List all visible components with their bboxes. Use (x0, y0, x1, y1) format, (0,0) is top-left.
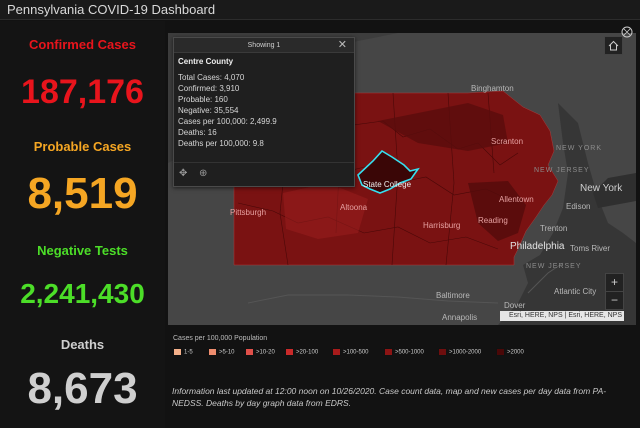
home-button[interactable] (604, 36, 623, 55)
confirmed-cases-value: 187,176 (21, 73, 144, 111)
popup-row: Probable: 160 (178, 95, 228, 104)
place-scranton: Scranton (491, 137, 524, 146)
update-info: Information last updated at 12:00 noon o… (172, 386, 607, 408)
legend-item: >1000-2000 (438, 348, 481, 356)
county-lines-c (237, 202, 499, 250)
legend-label: >100-500 (343, 349, 369, 356)
legend-swatch (245, 348, 254, 356)
probable-cases-value: 8,519 (27, 169, 138, 218)
ocean-area (593, 173, 636, 208)
close-icon[interactable]: ✕ (337, 39, 347, 51)
nj-region (498, 103, 636, 325)
legend-label: 1-5 (184, 349, 193, 356)
negative-tests-value: 2,241,430 (20, 278, 145, 309)
stats-panel: Confirmed Cases 187,176 Probable Cases 8… (0, 21, 165, 428)
place-new-jersey-low: NEW JERSEY (526, 263, 582, 270)
place-altoona: Altoona (340, 203, 368, 212)
popup-row: Deaths: 16 (178, 128, 217, 137)
map-attribution: Esri, HERE, NPS | Esri, HERE, NPS (500, 311, 624, 321)
popup-row: Negative: 35,554 (178, 106, 239, 115)
river-line (527, 262, 564, 294)
confirmed-cases-label: Confirmed Cases (29, 37, 136, 52)
negative-tests-label: Negative Tests (37, 243, 128, 258)
deaths-value: 8,673 (27, 364, 138, 413)
legend-label: >1000-2000 (449, 349, 482, 356)
popup-details: Total Cases: 4,070 Confirmed: 3,910 Prob… (178, 72, 354, 149)
place-annapolis: Annapolis (442, 313, 478, 322)
place-philadelphia: Philadelphia (510, 241, 565, 252)
move-icon[interactable]: ✥ (179, 168, 188, 179)
place-atlantic-city: Atlantic City (554, 287, 597, 296)
place-state-college: State College (363, 180, 412, 189)
deaths-label: Deaths (60, 337, 105, 352)
border-line (247, 294, 499, 304)
region-se (468, 181, 526, 241)
legend-swatch (496, 348, 505, 356)
popup-county-name: Centre County (178, 57, 234, 66)
region-sc (283, 183, 368, 239)
legend-item: >20-100 (285, 348, 318, 356)
place-binghamton: Binghamton (471, 84, 514, 93)
popup-row: Total Cases: 4,070 (178, 73, 245, 82)
place-new-jersey: NEW JERSEY (534, 167, 590, 174)
place-edison: Edison (566, 202, 591, 211)
place-toms-river: Toms River (570, 244, 611, 253)
place-pittsburgh: Pittsburgh (230, 208, 267, 217)
popup-footer: ✥ ⊕ (174, 162, 354, 186)
popup-row: Confirmed: 3,910 (178, 84, 240, 93)
legend-item: >10-20 (245, 348, 275, 356)
popup-header-label: Showing 1 (247, 42, 281, 49)
region-ne (378, 103, 508, 151)
place-new-york-city: New York (580, 183, 623, 194)
legend-swatch (438, 348, 447, 356)
place-allentown: Allentown (499, 195, 534, 204)
legend-label: >500-1000 (395, 349, 424, 356)
map-view[interactable]: Binghamton Scranton NEW YORK NEW JERSEY … (168, 33, 636, 325)
legend-label: >10-20 (256, 349, 275, 356)
home-icon (608, 40, 619, 51)
legend-item: >2000 (496, 348, 524, 356)
place-baltimore: Baltimore (436, 291, 470, 300)
legend-label: >2000 (507, 349, 524, 356)
legend-title: Cases per 100,000 Population (173, 335, 268, 342)
probable-cases-label: Probable Cases (33, 139, 132, 154)
centre-county-highlight[interactable] (357, 149, 420, 194)
legend-swatch (208, 348, 217, 356)
legend-label: >20-100 (296, 349, 319, 356)
page-title: Pennsylvania COVID-19 Dashboard (7, 2, 216, 17)
popup-row: Deaths per 100,000: 9.8 (178, 139, 264, 148)
legend-item: >100-500 (332, 348, 369, 356)
zoom-to-icon[interactable]: ⊕ (199, 168, 208, 179)
popup-header: Showing 1 ✕ (174, 38, 354, 53)
zoom-out-button[interactable]: − (605, 291, 624, 310)
place-trenton: Trenton (540, 224, 568, 233)
place-new-york-state: NEW YORK (556, 145, 602, 152)
legend-label: >5-10 (219, 349, 235, 356)
place-reading: Reading (478, 216, 508, 225)
legend-swatch (285, 348, 294, 356)
legend-swatch (384, 348, 393, 356)
app-header: Pennsylvania COVID-19 Dashboard (0, 0, 640, 20)
zoom-in-button[interactable]: + (605, 273, 624, 292)
legend-swatch (173, 348, 182, 356)
place-dover: Dover (504, 301, 526, 310)
place-harrisburg: Harrisburg (423, 221, 461, 230)
info-popup[interactable]: Showing 1 ✕ Centre County Total Cases: 4… (173, 37, 355, 187)
legend-item: >500-1000 (384, 348, 424, 356)
expand-icon (621, 26, 633, 38)
legend-item: 1-5 (173, 348, 193, 356)
expand-button[interactable] (620, 26, 634, 40)
popup-row: Cases per 100,000: 2,499.9 (178, 117, 277, 126)
legend-swatch (332, 348, 341, 356)
legend-item: >5-10 (208, 348, 235, 356)
